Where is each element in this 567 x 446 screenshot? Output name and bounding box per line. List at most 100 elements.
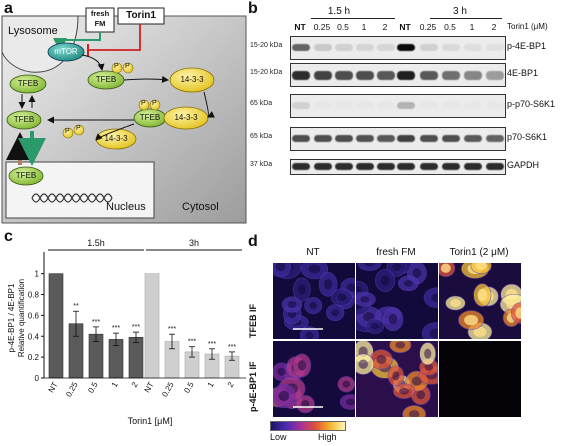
cytosol-label: Cytosol (182, 201, 219, 213)
time-3h-label: 3 h (453, 6, 467, 17)
p-label-1: P (114, 63, 119, 70)
blot-band (335, 44, 353, 51)
nucleus-label: Nucleus (106, 201, 146, 213)
torin1-label: Torin1 (126, 10, 156, 21)
blot-band (486, 102, 504, 109)
kda-label: 37 kDa (250, 161, 273, 168)
y-tick-label: 0.8 (28, 291, 40, 300)
y-tick-label: 0.4 (28, 332, 40, 341)
x-tick-label: 2 (226, 380, 236, 389)
lane-label: NT (294, 22, 306, 32)
blot-strip (290, 159, 506, 175)
tfeb-label-3: TFEB (139, 113, 161, 122)
significance-label: *** (168, 326, 176, 333)
kda-label: 65 kDa (250, 133, 273, 140)
blot-name: p-4E-BP1 (507, 41, 547, 51)
x-tick-label: NT (143, 380, 156, 394)
blot-band (335, 102, 353, 109)
x-tick-label: 1 (206, 380, 216, 389)
blot-band (377, 44, 395, 51)
blot-name: 4E-BP1 (507, 68, 539, 78)
kda-label: 15-20 kDa (250, 69, 283, 76)
lane-label: 0.25 (419, 22, 437, 32)
col-header-torin1: Torin1 (2 μM) (449, 247, 509, 258)
tfeb-label-4: TFEB (13, 115, 35, 124)
blot-band (314, 102, 332, 109)
p-label-3: P (141, 100, 146, 107)
protein-14-3-3-label-1: 14-3-3 (180, 75, 204, 84)
blot-strip (290, 63, 506, 87)
if-image-panel (438, 262, 522, 340)
blot-band (442, 102, 460, 109)
y-tick-label: 0 (35, 374, 40, 383)
p-label-2: P (125, 63, 130, 70)
lane-label: 0.5 (444, 22, 456, 32)
blot-band (335, 71, 353, 80)
bar-chart: 0 0.2 0.4 0.6 0.8 1 p-4E-BP1 / 4E-BP1 Relative … (7, 238, 246, 426)
torin1-box (117, 7, 165, 25)
x-tick-label: 0.25 (64, 380, 80, 398)
bracket-1-5h (311, 18, 395, 19)
blot-band (314, 44, 332, 51)
color-scale-bar (270, 421, 346, 431)
mtor-node (47, 42, 85, 62)
lane-labels: NT 0.25 0.5 1 2 NT 0.25 0.5 1 2 (294, 20, 506, 34)
x-axis-label: Torin1 [μM] (128, 416, 173, 426)
blot-strip (290, 127, 506, 151)
blot-band (377, 163, 395, 170)
x-tick-label: 2 (130, 380, 140, 389)
if-image-panel (272, 262, 356, 340)
x-tick-label: 0.5 (182, 380, 196, 395)
x-tick-label: 0.5 (86, 380, 100, 395)
group-label-1: 1.5h (87, 238, 105, 248)
significance-label: ** (73, 303, 79, 310)
if-image-panel (355, 262, 439, 340)
y-tick-label: 0.6 (28, 311, 40, 320)
y-tick-label: 0.2 (28, 353, 40, 362)
blot-band (486, 135, 504, 142)
if-image-panel (438, 340, 522, 418)
torin-unit-label: Torin1 (μM) (507, 22, 548, 31)
blot-band (397, 163, 415, 170)
blot-band (420, 102, 438, 109)
blot-band (292, 102, 310, 109)
lane-label: 0.25 (313, 22, 331, 32)
blot-band (292, 44, 310, 51)
tfeb-label-2: TFEB (95, 75, 117, 84)
blot-name: GAPDH (507, 160, 540, 170)
lysosome-label: Lysosome (8, 25, 58, 37)
blot-band (420, 163, 438, 170)
panel-a-label: a (4, 0, 13, 17)
panel-b-label: b (248, 0, 258, 17)
blot-band (377, 71, 395, 80)
significance-label: *** (112, 325, 120, 332)
kda-label: 15-20 kDa (250, 42, 283, 49)
blot-band (464, 135, 482, 142)
row-label-tfeb: TFEB IF (248, 304, 258, 338)
significance-label: *** (92, 319, 100, 326)
x-tick-label: 1 (110, 380, 120, 389)
y-axis-label-1: p-4E-BP1 / 4E-BP1 (7, 283, 16, 352)
blot-band (397, 71, 415, 80)
significance-label: *** (228, 344, 236, 351)
row-label-p4ebp1: p-4E-BP1 IF (248, 361, 258, 412)
p-label-5: P (65, 128, 70, 135)
protein-14-3-3-complex-node (163, 106, 209, 130)
lane-label: 1 (361, 22, 367, 32)
if-image-panel (355, 340, 439, 418)
blot-band (292, 71, 310, 80)
blot-band (442, 44, 460, 51)
lane-label: 2 (491, 22, 497, 32)
col-header-fresh-fm: fresh FM (376, 247, 416, 258)
protein-14-3-3-label-2: 14-3-3 (174, 113, 198, 122)
tfeb-lysosome-node (9, 74, 47, 94)
mtor-label: mTOR (54, 47, 78, 56)
blot-strip (290, 94, 506, 118)
blot-band (335, 163, 353, 170)
bar (144, 273, 160, 379)
blot-band (292, 135, 310, 142)
blot-band (464, 163, 482, 170)
blot-band (486, 163, 504, 170)
tfeb-cytosol-node (6, 110, 42, 130)
blot-band (397, 135, 415, 142)
